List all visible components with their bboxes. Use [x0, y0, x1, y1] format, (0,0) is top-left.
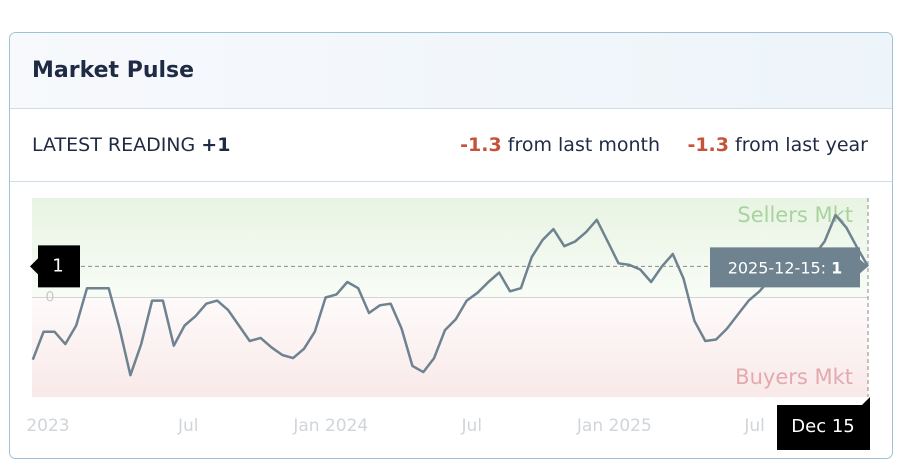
x-tick-label: Jul [743, 416, 765, 436]
change-value: -1.3 [687, 134, 729, 156]
x-flag [777, 397, 870, 450]
x-tick-label: Jan 2025 [576, 416, 652, 436]
latest-reading: LATEST READING +1 [32, 134, 230, 156]
buyers-zone [32, 297, 868, 397]
y-flag [30, 245, 80, 288]
tooltip-value: 1 [831, 258, 842, 277]
x-flag-label: Dec 15 [791, 416, 854, 437]
x-tick-label: Jan 2024 [292, 416, 368, 436]
zone-label: Sellers Mkt [737, 203, 853, 227]
x-tick-label: Jul [177, 416, 199, 436]
change-month: -1.3 from last month [460, 134, 660, 156]
change-text: from last year [735, 134, 868, 156]
tooltip [710, 247, 868, 288]
change-value: -1.3 [460, 134, 502, 156]
change-year: -1.3 from last year [687, 134, 868, 156]
x-tick-label: Jul [461, 416, 483, 436]
zone-label: Buyers Mkt [735, 365, 853, 389]
tooltip-text: 2025-12-15: 1 [728, 258, 843, 277]
header-bg [10, 33, 892, 108]
x-tick-label: 2023 [26, 416, 69, 436]
card-title: Market Pulse [32, 58, 194, 83]
tooltip-date: 2025-12-15 [728, 258, 821, 277]
line [31, 213, 870, 377]
tooltip-sep: : [821, 258, 826, 277]
y-flag-label: 1 [52, 255, 63, 276]
y-tick-label: 0 [46, 290, 55, 306]
latest-label: LATEST READING [32, 134, 195, 156]
latest-value: +1 [201, 134, 230, 156]
change-text: from last month [508, 134, 660, 156]
